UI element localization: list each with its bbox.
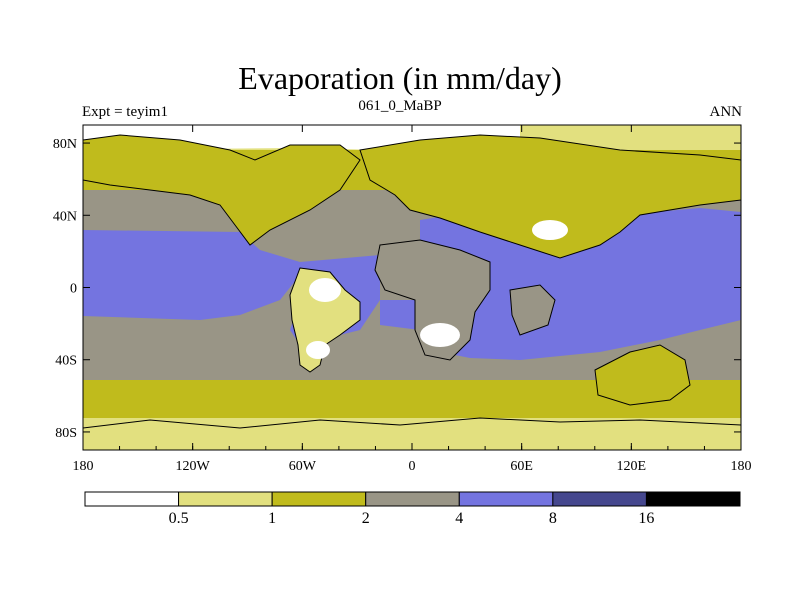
pacific-blue-east bbox=[83, 230, 300, 320]
antarctica bbox=[83, 417, 741, 450]
y-tick-label: 40S bbox=[55, 354, 77, 369]
colorbar-swatch bbox=[365, 491, 460, 507]
africa-white-spot bbox=[420, 323, 460, 347]
colorbar-swatch bbox=[84, 491, 180, 507]
colorbar-swatch bbox=[645, 491, 741, 507]
colorbar-label: 16 bbox=[638, 510, 654, 527]
y-tick-label: 0 bbox=[70, 282, 77, 297]
colorbar-label: 2 bbox=[362, 510, 370, 527]
y-tick-label: 80N bbox=[53, 137, 77, 152]
y-tick-label: 80S bbox=[55, 426, 77, 441]
south-america-white-spot bbox=[306, 341, 330, 359]
colorbar-label: 4 bbox=[455, 510, 463, 527]
australia bbox=[594, 344, 691, 406]
season-label: ANN bbox=[709, 104, 743, 120]
y-tick-label: 40N bbox=[53, 209, 77, 224]
experiment-label: Expt = teyim1 bbox=[82, 104, 168, 120]
colorbar-swatch bbox=[552, 491, 647, 507]
x-tick-label: 120W bbox=[176, 459, 211, 474]
map-field bbox=[83, 125, 741, 450]
y-axis: 80N 40N 0 40S 80S bbox=[53, 137, 741, 441]
colorbar-label: 0.5 bbox=[169, 510, 189, 527]
x-tick-label: 180 bbox=[731, 459, 752, 474]
amazon-white-spot bbox=[309, 278, 341, 302]
asia-white-spot bbox=[532, 220, 568, 240]
colorbar-label: 8 bbox=[549, 510, 557, 527]
x-axis: 180 120W 60W 0 60E 120E 180 bbox=[73, 125, 752, 474]
africa bbox=[374, 239, 491, 361]
time-label: 061_0_MaBP bbox=[358, 98, 442, 114]
x-tick-label: 0 bbox=[409, 459, 416, 474]
colorbar-swatch bbox=[178, 491, 273, 507]
north-america bbox=[83, 134, 361, 246]
eurasia bbox=[359, 134, 741, 259]
colorbar-swatch bbox=[271, 491, 367, 507]
colorbar-label: 1 bbox=[268, 510, 276, 527]
x-tick-label: 60W bbox=[289, 459, 317, 474]
colorbar-swatch bbox=[458, 491, 554, 507]
x-tick-label: 60E bbox=[510, 459, 533, 474]
x-tick-label: 180 bbox=[73, 459, 94, 474]
maritime-continent bbox=[509, 284, 556, 336]
x-tick-label: 120E bbox=[617, 459, 647, 474]
plot-title: Evaporation (in mm/day) bbox=[238, 60, 562, 96]
colorbar: 0.5 1 2 4 8 16 bbox=[84, 491, 741, 527]
